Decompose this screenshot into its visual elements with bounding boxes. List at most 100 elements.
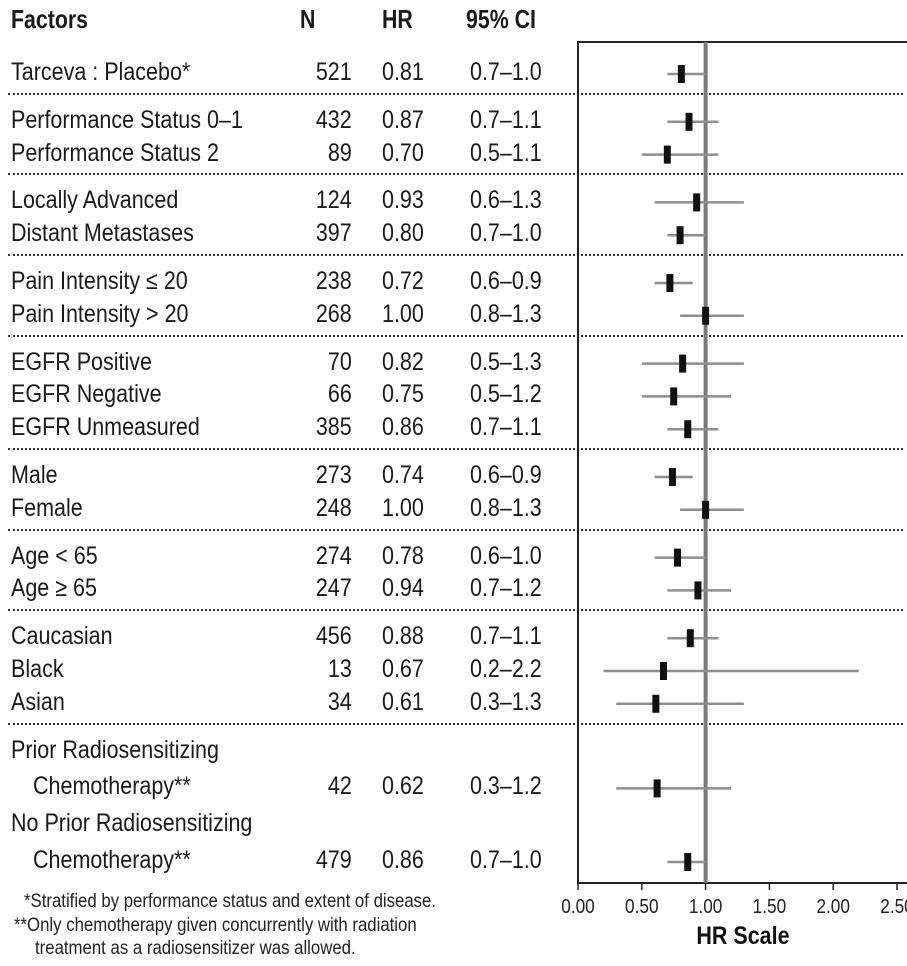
factor-row: Locally Advanced 124 0.93 0.6–1.3 [0, 185, 907, 218]
hr-value: 0.74 [382, 461, 424, 489]
group-divider [8, 92, 903, 95]
factor-label: Performance Status 0–1 [11, 105, 243, 134]
x-tick-label: 1.50 [753, 895, 786, 918]
hr-point-marker [659, 662, 667, 680]
n-value: 247 [316, 574, 352, 603]
hr-point-marker [702, 306, 710, 325]
hr-value: 0.81 [382, 58, 424, 86]
hr-point-marker [653, 779, 661, 798]
hr-point-marker [693, 193, 701, 212]
ci-value: 0.7–1.1 [470, 622, 542, 651]
factor-row: Performance Status 0–1 432 0.87 0.7–1.1 [0, 105, 907, 138]
factor-row: Tarceva : Placebo* 521 0.81 0.7–1.0 [0, 57, 907, 90]
factor-row: Caucasian 456 0.88 0.7–1.1 [0, 621, 907, 654]
group-divider [8, 254, 903, 256]
hr-point-marker [666, 274, 674, 292]
n-value: 66 [328, 380, 352, 409]
hr-value: 0.82 [382, 347, 424, 376]
factor-label: Male [11, 461, 58, 489]
factor-row: Pain Intensity ≤ 20 238 0.72 0.6–0.9 [0, 266, 907, 299]
hr-value: 0.94 [382, 574, 424, 603]
factor-label: Caucasian [11, 622, 113, 651]
factor-label: Age < 65 [11, 541, 98, 570]
hr-point-marker [668, 468, 676, 486]
factor-label: No Prior Radiosensitizing [11, 809, 253, 838]
hr-point-marker [686, 629, 694, 648]
ci-value: 0.7–1.1 [470, 413, 542, 442]
hr-value: 0.86 [382, 413, 424, 442]
factor-row: Asian 34 0.61 0.3–1.3 [0, 687, 907, 720]
footnote-2-line-2: treatment as a radiosensitizer was allow… [35, 937, 356, 959]
hr-value: 0.75 [382, 380, 424, 409]
factor-label: Black [11, 655, 64, 683]
factor-row: Age ≥ 65 247 0.94 0.7–1.2 [0, 573, 907, 606]
hr-value: 0.80 [382, 219, 424, 248]
hr-point-marker [684, 853, 692, 871]
group-divider [8, 609, 903, 612]
factor-label: Pain Intensity ≤ 20 [11, 267, 188, 295]
factor-row: Female 248 1.00 0.8–1.3 [0, 493, 907, 526]
header-ci: 95% CI [466, 4, 536, 34]
x-tick-label: 1.00 [689, 895, 722, 918]
hr-point-marker [679, 354, 687, 373]
hr-point-marker [670, 387, 678, 406]
factor-row: EGFR Positive 70 0.82 0.5–1.3 [0, 347, 907, 380]
hr-value: 0.67 [382, 655, 424, 683]
group-divider [8, 334, 903, 337]
x-axis-title: HR Scale [696, 921, 789, 949]
factor-label: Performance Status 2 [11, 138, 219, 167]
ci-value: 0.7–1.1 [470, 105, 542, 134]
ci-value: 0.5–1.3 [470, 347, 542, 376]
ci-value: 0.7–1.0 [470, 845, 542, 874]
factor-label-continued: Chemotherapy** [33, 772, 191, 801]
hr-point-marker [652, 694, 660, 713]
n-value: 248 [316, 493, 352, 522]
factor-row: Age < 65 274 0.78 0.6–1.0 [0, 541, 907, 574]
ci-value: 0.6–1.0 [470, 541, 542, 570]
factor-label: Age ≥ 65 [11, 574, 97, 603]
factor-row: Pain Intensity > 20 268 1.00 0.8–1.3 [0, 299, 907, 332]
n-value: 479 [316, 845, 352, 874]
ci-value: 0.8–1.3 [470, 299, 542, 328]
hr-value: 0.78 [382, 541, 424, 570]
factor-label: Tarceva : Placebo* [11, 58, 191, 86]
factor-label: Distant Metastases [11, 219, 194, 248]
x-tick-label: 2.50 [880, 895, 907, 918]
hr-point-marker [676, 226, 684, 245]
factor-row: No Prior Radiosensitizing 479 0.86 0.7–1.0 C… [0, 808, 907, 878]
header-n: N [300, 4, 316, 34]
x-tick-label: 0.00 [561, 895, 594, 918]
ci-value: 0.7–1.0 [470, 58, 542, 86]
factor-row: Distant Metastases 397 0.80 0.7–1.0 [0, 218, 907, 251]
n-value: 70 [328, 347, 352, 376]
factor-row: Black 13 0.67 0.2–2.2 [0, 654, 907, 687]
group-divider [8, 722, 903, 725]
plot-frame [577, 41, 907, 884]
factor-row: Prior Radiosensitizing 42 0.62 0.3–1.2 Chemo… [0, 735, 907, 805]
footnote-2-line-1: **Only chemotherapy given concurrently w… [14, 914, 417, 936]
ci-value: 0.5–1.2 [470, 380, 542, 409]
n-value: 89 [328, 138, 352, 167]
factor-row: EGFR Unmeasured 385 0.86 0.7–1.1 [0, 412, 907, 445]
ci-value: 0.6–1.3 [470, 186, 542, 215]
hr-value: 1.00 [382, 299, 424, 328]
factor-label: Asian [11, 687, 65, 716]
n-value: 13 [328, 655, 352, 683]
hr-point-marker [685, 112, 693, 131]
factor-label: Prior Radiosensitizing [11, 735, 219, 764]
n-value: 273 [316, 461, 352, 489]
x-tick-label: 2.00 [816, 895, 849, 918]
hr-value: 0.72 [382, 267, 424, 295]
factor-label-continued: Chemotherapy** [33, 845, 191, 874]
ci-value: 0.7–1.0 [470, 219, 542, 248]
factor-label: Pain Intensity > 20 [11, 299, 189, 328]
ci-value: 0.3–1.2 [470, 772, 542, 801]
factor-label: EGFR Positive [11, 347, 152, 376]
n-value: 34 [328, 687, 352, 716]
ci-value: 0.6–0.9 [470, 267, 542, 295]
header-hr: HR [382, 4, 413, 34]
ci-value: 0.2–2.2 [470, 655, 542, 683]
group-divider [8, 173, 903, 176]
